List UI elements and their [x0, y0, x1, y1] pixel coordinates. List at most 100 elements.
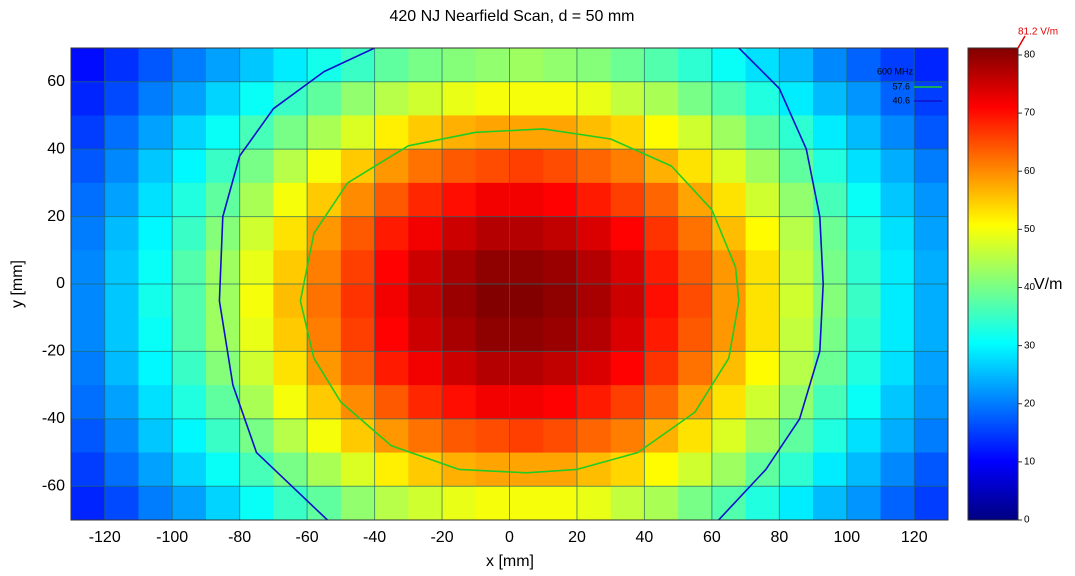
- heat-cell: [374, 182, 409, 218]
- heat-cell: [779, 452, 814, 487]
- heat-cell: [610, 418, 645, 454]
- heat-cell: [678, 385, 713, 420]
- heat-cell: [475, 81, 510, 116]
- heat-cell: [71, 149, 106, 184]
- heat-cell: [543, 81, 578, 116]
- heat-cell: [543, 351, 578, 386]
- heat-cell: [307, 351, 342, 386]
- colorbar-tick-label: 10: [1024, 457, 1036, 468]
- heat-cell: [239, 452, 274, 487]
- heat-cell: [509, 452, 544, 487]
- heat-cell: [475, 385, 510, 420]
- heat-cell: [475, 149, 510, 184]
- heat-cell: [846, 182, 882, 218]
- heat-cell: [239, 351, 274, 386]
- heat-cell: [813, 115, 848, 150]
- heat-cell: [644, 115, 679, 150]
- heat-cell: [273, 250, 308, 285]
- heat-cell: [846, 81, 882, 116]
- heat-cell: [880, 48, 915, 83]
- heat-cell: [813, 149, 848, 184]
- heat-cell: [914, 216, 949, 251]
- heat-cell: [779, 317, 814, 352]
- heat-cell: [273, 385, 308, 420]
- heat-cell: [104, 385, 139, 420]
- heat-cell: [307, 48, 342, 83]
- heat-cell: [205, 149, 241, 184]
- heat-cell: [509, 250, 544, 285]
- heat-cell: [543, 317, 578, 352]
- heat-cell: [71, 182, 106, 218]
- heat-cell: [745, 81, 780, 116]
- heat-cell: [239, 182, 274, 218]
- heat-cell: [745, 216, 780, 251]
- colorbar-label: V/m: [1034, 276, 1062, 293]
- heat-cell: [610, 182, 645, 218]
- x-tick-label: -40: [363, 529, 386, 546]
- heat-cell: [408, 81, 443, 116]
- heat-cell: [678, 351, 713, 386]
- legend-label: 57.6: [892, 81, 910, 91]
- heat-cell: [307, 250, 342, 285]
- heat-cell: [644, 284, 679, 319]
- heat-cell: [576, 351, 612, 386]
- legend-title: 600 MHz: [877, 66, 914, 76]
- heat-cell: [442, 149, 477, 184]
- heat-cell: [509, 216, 544, 251]
- heat-cell: [205, 284, 241, 319]
- heat-cell: [408, 284, 443, 319]
- legend-label: 40.6: [892, 95, 910, 105]
- heat-cell: [442, 81, 477, 116]
- heat-cell: [307, 317, 342, 352]
- heat-cell: [408, 486, 443, 521]
- heat-cell: [779, 149, 814, 184]
- heat-cell: [307, 385, 342, 420]
- heat-cell: [273, 182, 308, 218]
- heat-cell: [846, 216, 882, 251]
- heat-cell: [745, 48, 780, 83]
- heat-cell: [374, 149, 409, 184]
- heat-cell: [543, 149, 578, 184]
- heat-cell: [340, 284, 376, 319]
- heat-cell: [678, 182, 713, 218]
- heat-cell: [610, 250, 645, 285]
- heat-cell: [475, 284, 510, 319]
- heat-cell: [374, 351, 409, 386]
- heat-cell: [914, 182, 949, 218]
- heat-cell: [711, 182, 747, 218]
- heat-cell: [273, 115, 308, 150]
- heat-cell: [813, 486, 848, 521]
- heat-cell: [576, 486, 612, 521]
- heat-cell: [408, 216, 443, 251]
- heat-cell: [779, 48, 814, 83]
- heat-cell: [172, 486, 207, 521]
- heat-cell: [273, 216, 308, 251]
- heat-cell: [273, 48, 308, 83]
- heat-cell: [779, 486, 814, 521]
- heat-cell: [610, 486, 645, 521]
- heat-cell: [846, 48, 882, 83]
- heat-cell: [610, 48, 645, 83]
- contours: [218, 48, 824, 520]
- colorbar-tick-label: 60: [1024, 166, 1036, 177]
- heat-cell: [340, 418, 376, 454]
- plot-frame: [70, 47, 949, 521]
- heat-cell: [914, 385, 949, 420]
- heat-cell: [880, 216, 915, 251]
- heat-cell: [374, 486, 409, 521]
- heat-cell: [239, 385, 274, 420]
- heat-cell: [340, 486, 376, 521]
- x-tick-label: 120: [901, 529, 928, 546]
- heat-cell: [138, 115, 173, 150]
- heat-cell: [205, 81, 241, 116]
- heat-cell: [813, 48, 848, 83]
- heat-cell: [914, 452, 949, 487]
- heat-cell: [880, 486, 915, 521]
- heat-cell: [711, 385, 747, 420]
- heat-cell: [644, 385, 679, 420]
- heat-cell: [138, 351, 173, 386]
- heat-cell: [543, 486, 578, 521]
- heat-cell: [779, 351, 814, 386]
- heat-cell: [644, 149, 679, 184]
